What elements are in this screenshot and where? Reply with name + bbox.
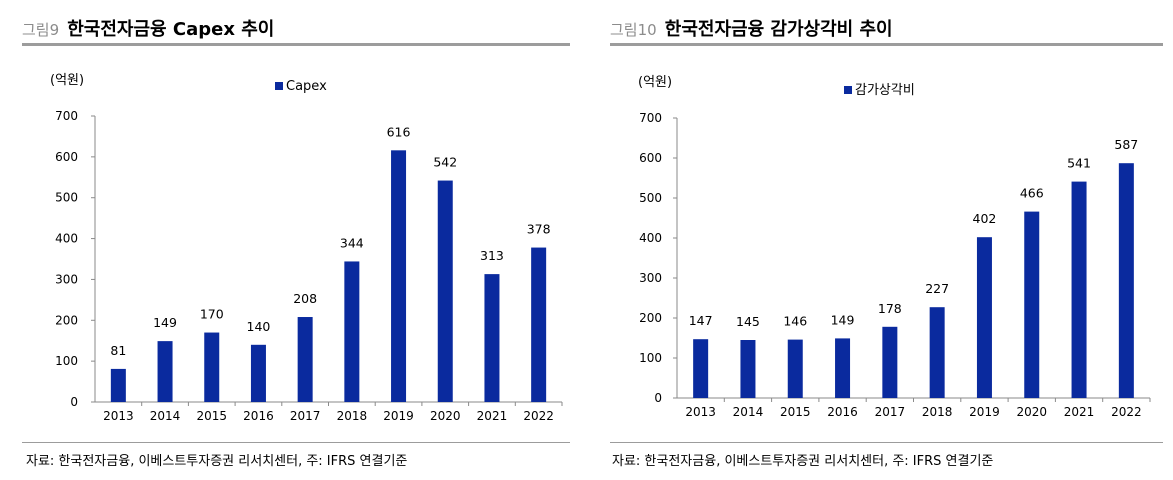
x-tick-label: 2015: [780, 405, 811, 419]
data-label: 313: [480, 248, 504, 263]
y-tick-label: 700: [55, 109, 78, 123]
bar: [110, 368, 126, 402]
y-tick-label: 500: [55, 191, 78, 205]
bar: [250, 344, 266, 402]
bar: [787, 339, 803, 398]
data-label: 140: [247, 319, 271, 334]
x-tick-label: 2022: [523, 409, 554, 423]
data-label: 81: [110, 343, 126, 358]
data-label: 227: [925, 281, 949, 296]
data-label: 146: [783, 314, 807, 329]
x-tick-label: 2020: [430, 409, 461, 423]
data-label: 149: [153, 315, 177, 330]
legend-label: Capex: [286, 79, 327, 94]
x-tick-label: 2021: [1064, 405, 1095, 419]
data-label: 378: [527, 222, 551, 237]
bar: [391, 150, 407, 402]
x-tick-label: 2017: [290, 409, 321, 423]
x-tick-label: 2015: [196, 409, 227, 423]
bar: [1118, 163, 1134, 398]
x-tick-label: 2018: [337, 409, 368, 423]
legend-swatch: [844, 86, 852, 94]
bar: [204, 332, 220, 402]
y-tick-label: 400: [639, 231, 662, 245]
data-label: 149: [831, 312, 855, 327]
y-tick-label: 0: [654, 391, 662, 405]
y-tick-label: 300: [55, 272, 78, 286]
y-tick-label: 600: [639, 151, 662, 165]
y-tick-label: 0: [70, 395, 78, 409]
x-tick-label: 2016: [827, 405, 858, 419]
bar: [344, 261, 360, 402]
x-tick-label: 2018: [922, 405, 953, 419]
y-tick-label: 400: [55, 232, 78, 246]
y-axis-unit: (억원): [50, 73, 84, 88]
bar: [157, 341, 173, 402]
y-tick-label: 100: [55, 354, 78, 368]
x-tick-label: 2013: [685, 405, 716, 419]
data-label: 402: [973, 211, 997, 226]
bar: [835, 338, 851, 398]
footer-rule: [610, 442, 1163, 443]
x-tick-label: 2014: [733, 405, 764, 419]
capex-bar-chart: (억원) Capex 0 100 200 300 400 500 600 700 2013 81 201…: [50, 73, 563, 423]
figure-depreciation: 그림10 한국전자금융 감가상각비 추이 (억원) 감가상각비 0 100 200 300…: [586, 0, 1173, 480]
legend-swatch: [275, 82, 283, 90]
y-tick-label: 100: [639, 351, 662, 365]
bar: [882, 326, 898, 398]
figure-header: 그림10 한국전자금융 감가상각비 추이: [610, 15, 893, 41]
figure-label: 그림10: [610, 21, 657, 39]
data-label: 541: [1067, 156, 1091, 171]
bar: [437, 180, 453, 402]
x-tick-label: 2021: [477, 409, 508, 423]
y-tick-label: 200: [639, 311, 662, 325]
bar: [929, 307, 945, 398]
bar: [297, 317, 313, 402]
y-tick-label: 600: [55, 150, 78, 164]
bar: [740, 340, 756, 398]
y-tick-label: 300: [639, 271, 662, 285]
x-tick-label: 2017: [875, 405, 906, 419]
data-label: 344: [340, 235, 364, 250]
header-rule: [610, 43, 1163, 46]
y-tick-label: 500: [639, 191, 662, 205]
figure-label: 그림9: [22, 21, 60, 39]
bar: [484, 274, 500, 402]
data-label: 145: [736, 314, 760, 329]
x-tick-label: 2019: [383, 409, 414, 423]
x-tick-label: 2022: [1111, 405, 1142, 419]
data-label: 616: [387, 124, 411, 139]
x-tick-label: 2019: [969, 405, 1000, 419]
x-tick-label: 2014: [150, 409, 181, 423]
data-label: 587: [1114, 137, 1138, 152]
data-label: 466: [1020, 186, 1044, 201]
figure-title: 한국전자금융 감가상각비 추이: [664, 19, 893, 40]
x-tick-label: 2016: [243, 409, 274, 423]
bar: [531, 247, 547, 402]
bar: [1024, 211, 1040, 398]
header-rule: [22, 43, 570, 46]
figure-header: 그림9 한국전자금융 Capex 추이: [22, 15, 274, 41]
legend-label: 감가상각비: [855, 83, 915, 98]
bar: [1071, 181, 1087, 398]
data-label: 178: [878, 301, 902, 316]
y-tick-label: 700: [639, 111, 662, 125]
footer-rule: [22, 442, 570, 443]
y-tick-label: 200: [55, 313, 78, 327]
y-axis-unit: (억원): [638, 75, 672, 90]
bar: [693, 339, 709, 398]
data-label: 208: [293, 291, 317, 306]
data-label: 170: [200, 307, 224, 322]
source-note: 자료: 한국전자금융, 이베스트투자증권 리서치센터, 주: IFRS 연결기준: [26, 454, 408, 469]
data-label: 542: [433, 155, 457, 170]
data-label: 147: [689, 313, 713, 328]
x-tick-label: 2013: [103, 409, 134, 423]
bar: [976, 237, 992, 398]
figure-capex: 그림9 한국전자금융 Capex 추이 (억원) Capex 0 100 200 300 4…: [0, 0, 586, 480]
figure-title: 한국전자금융 Capex 추이: [67, 19, 275, 40]
source-note: 자료: 한국전자금융, 이베스트투자증권 리서치센터, 주: IFRS 연결기준: [612, 454, 994, 469]
depreciation-bar-chart: (억원) 감가상각비 0 100 200 300 400 500 600 700 2013 147 20…: [638, 75, 1151, 419]
x-tick-label: 2020: [1016, 405, 1047, 419]
